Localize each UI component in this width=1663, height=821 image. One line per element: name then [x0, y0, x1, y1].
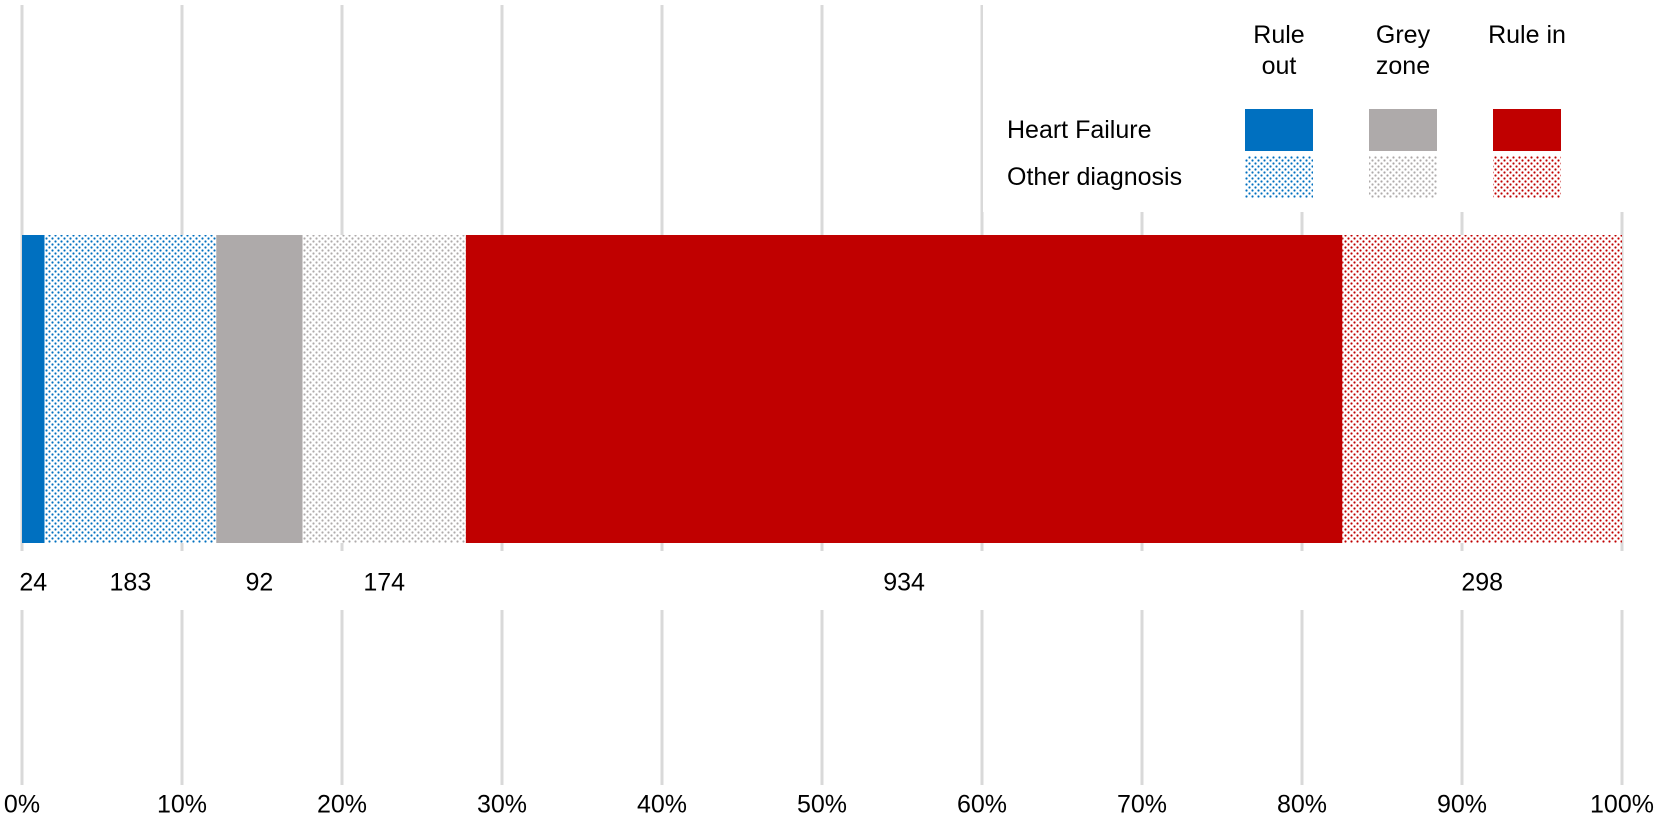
legend-column-label: Grey zone	[1375, 21, 1431, 80]
legend-swatch	[1493, 156, 1561, 198]
x-tick-label: 10%	[157, 791, 207, 819]
data-label: 174	[363, 569, 405, 597]
label-band	[0, 551, 1663, 610]
legend-column-label: Rule in	[1488, 21, 1566, 49]
legend-swatch	[1493, 109, 1561, 151]
bar-segment	[465, 235, 1343, 543]
bar-segment	[216, 235, 303, 543]
legend-row-label: Heart Failure	[1007, 116, 1152, 144]
bar-segment	[44, 235, 217, 543]
data-label: 92	[246, 569, 274, 597]
x-tick-label: 100%	[1590, 791, 1654, 819]
bar-segment	[1342, 235, 1622, 543]
legend-swatch	[1369, 109, 1437, 151]
x-tick-label: 20%	[317, 791, 367, 819]
data-label: 183	[110, 569, 152, 597]
bar-segment	[22, 235, 45, 543]
legend-swatch	[1245, 156, 1313, 198]
data-label: 24	[19, 569, 47, 597]
x-tick-label: 90%	[1437, 791, 1487, 819]
x-tick-label: 40%	[637, 791, 687, 819]
x-tick-label: 70%	[1117, 791, 1167, 819]
data-label: 298	[1461, 569, 1503, 597]
data-label: 934	[883, 569, 925, 597]
x-tick-label: 60%	[957, 791, 1007, 819]
legend-row-label: Other diagnosis	[1007, 163, 1183, 191]
legend-column-label: Rule out	[1253, 21, 1305, 80]
legend-swatch	[1369, 156, 1437, 198]
legend-swatch	[1245, 109, 1313, 151]
x-tick-label: 50%	[797, 791, 847, 819]
x-tick-label: 0%	[4, 791, 40, 819]
bar-segment	[302, 235, 466, 543]
x-tick-label: 80%	[1277, 791, 1327, 819]
x-tick-label: 30%	[477, 791, 527, 819]
